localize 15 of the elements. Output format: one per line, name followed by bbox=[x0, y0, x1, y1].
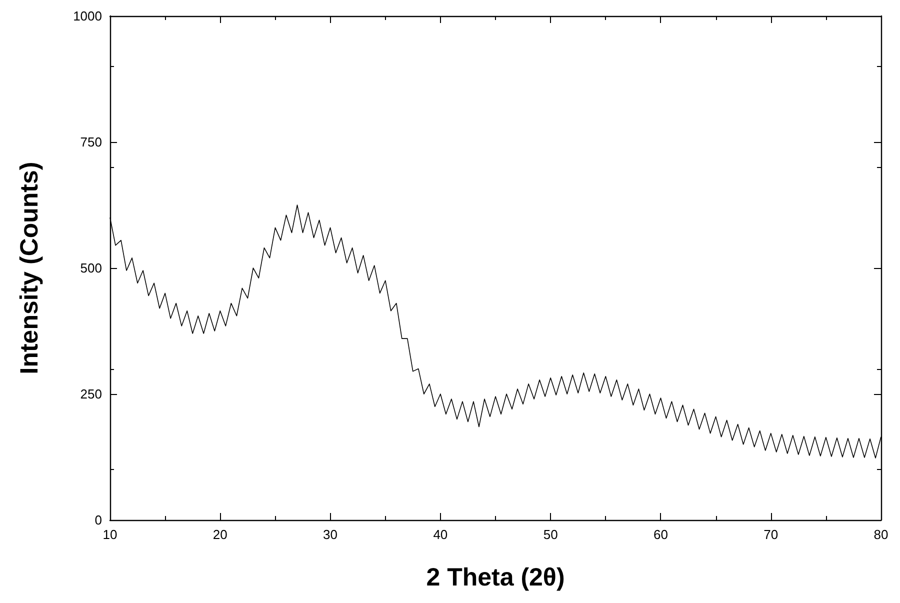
x-tick-label: 40 bbox=[433, 527, 448, 542]
y-tick-label: 500 bbox=[80, 260, 102, 276]
x-tick-label: 60 bbox=[653, 527, 668, 542]
x-tick-label: 70 bbox=[764, 527, 778, 542]
y-tick-label: 750 bbox=[80, 134, 102, 150]
y-tick-label: 0 bbox=[94, 512, 102, 528]
x-tick-label: 50 bbox=[543, 527, 558, 542]
x-tick-label: 80 bbox=[874, 527, 888, 542]
y-tick-label: 1000 bbox=[73, 8, 102, 24]
x-tick-label: 20 bbox=[212, 527, 228, 542]
x-tick-label: 10 bbox=[102, 527, 118, 542]
x-tick-label: 30 bbox=[323, 527, 338, 542]
y-axis-title: Intensity (Counts) bbox=[16, 162, 44, 374]
y-tick-label: 250 bbox=[80, 386, 102, 402]
x-axis-title: 2 Theta (2θ) bbox=[426, 564, 565, 592]
